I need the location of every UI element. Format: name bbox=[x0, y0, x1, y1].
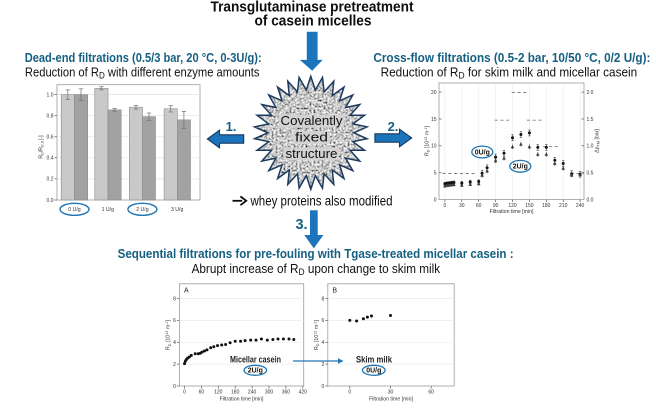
svg-text:ΔpTM [bar]: ΔpTM [bar] bbox=[595, 129, 601, 153]
svg-text:RD/RD,0 [-]: RD/RD,0 [-] bbox=[39, 135, 45, 159]
svg-text:0.5: 0.5 bbox=[587, 171, 594, 177]
svg-text:Reduction of RD with different: Reduction of RD with different enzyme am… bbox=[25, 65, 260, 81]
svg-text:Dead-end filtrations (0.5/3 ba: Dead-end filtrations (0.5/3 bar, 20 °C, … bbox=[25, 51, 262, 65]
svg-text:0.8: 0.8 bbox=[47, 114, 54, 120]
svg-text:8: 8 bbox=[173, 296, 176, 302]
svg-text:0: 0 bbox=[173, 384, 176, 390]
svg-text:B: B bbox=[332, 288, 337, 295]
svg-text:5: 5 bbox=[434, 171, 437, 177]
svg-text:240: 240 bbox=[248, 389, 257, 395]
svg-text:90: 90 bbox=[493, 203, 499, 209]
svg-text:2: 2 bbox=[173, 362, 176, 368]
svg-text:180: 180 bbox=[231, 389, 240, 395]
svg-text:6: 6 bbox=[322, 318, 325, 324]
svg-text:0.2: 0.2 bbox=[47, 177, 54, 183]
svg-text:8: 8 bbox=[322, 296, 325, 302]
svg-text:3.: 3. bbox=[295, 217, 307, 233]
svg-text:300: 300 bbox=[265, 389, 274, 395]
svg-text:of casein micelles: of casein micelles bbox=[255, 13, 372, 30]
svg-text:60: 60 bbox=[476, 203, 482, 209]
svg-text:2U/g: 2U/g bbox=[513, 164, 528, 171]
svg-text:0.4: 0.4 bbox=[47, 156, 54, 162]
svg-text:0: 0 bbox=[434, 197, 437, 203]
svg-text:Micellar casein: Micellar casein bbox=[230, 355, 281, 365]
svg-text:Transglutaminase pretreatment: Transglutaminase pretreatment bbox=[211, 0, 414, 16]
svg-text:RD [1012 m-1]: RD [1012 m-1] bbox=[313, 319, 320, 350]
svg-text:0 U/g: 0 U/g bbox=[68, 207, 81, 213]
svg-text:0U/g: 0U/g bbox=[475, 149, 490, 156]
svg-text:Abrupt increase of RD upon cha: Abrupt increase of RD upon change to ski… bbox=[192, 261, 441, 276]
svg-text:0.0: 0.0 bbox=[587, 197, 594, 203]
svg-text:0: 0 bbox=[322, 384, 325, 390]
svg-text:0.0: 0.0 bbox=[47, 198, 54, 204]
svg-text:360: 360 bbox=[282, 389, 291, 395]
svg-text:Reduction of RD for skim milk: Reduction of RD for skim milk and micell… bbox=[381, 65, 638, 80]
svg-text:30: 30 bbox=[459, 203, 465, 209]
svg-text:4: 4 bbox=[322, 340, 325, 346]
svg-text:120: 120 bbox=[214, 389, 223, 395]
svg-text:Cross-flow filtrations (0.5-2: Cross-flow filtrations (0.5-2 bar, 10/50… bbox=[373, 51, 650, 65]
svg-text:2.0: 2.0 bbox=[587, 90, 594, 96]
svg-text:420: 420 bbox=[299, 389, 308, 395]
svg-text:whey proteins also modified: whey proteins also modified bbox=[250, 194, 393, 209]
svg-text:0: 0 bbox=[444, 203, 447, 209]
svg-text:Filtration time [min]: Filtration time [min] bbox=[490, 209, 534, 215]
svg-text:150: 150 bbox=[525, 203, 534, 209]
svg-text:30: 30 bbox=[388, 389, 394, 395]
svg-text:A: A bbox=[184, 288, 189, 295]
svg-text:15: 15 bbox=[431, 117, 437, 123]
svg-text:0: 0 bbox=[183, 389, 186, 395]
svg-text:4: 4 bbox=[173, 340, 176, 346]
svg-text:60: 60 bbox=[199, 389, 205, 395]
svg-text:10: 10 bbox=[431, 144, 437, 150]
svg-text:60: 60 bbox=[428, 389, 434, 395]
svg-text:180: 180 bbox=[542, 203, 551, 209]
svg-text:fixed: fixed bbox=[295, 130, 328, 145]
svg-text:1.0: 1.0 bbox=[587, 144, 594, 150]
svg-text:0U/g: 0U/g bbox=[366, 368, 381, 375]
svg-text:1.: 1. bbox=[226, 119, 237, 134]
svg-text:2 U/g: 2 U/g bbox=[136, 207, 149, 213]
svg-text:2U/g: 2U/g bbox=[248, 368, 263, 375]
svg-text:1.0: 1.0 bbox=[47, 92, 54, 98]
svg-text:2: 2 bbox=[322, 362, 325, 368]
svg-text:120: 120 bbox=[508, 203, 517, 209]
svg-text:0.6: 0.6 bbox=[47, 135, 54, 141]
svg-text:3 U/g: 3 U/g bbox=[171, 207, 184, 213]
svg-text:1 U/g: 1 U/g bbox=[102, 207, 115, 213]
svg-text:1.5: 1.5 bbox=[587, 117, 594, 123]
svg-text:2.: 2. bbox=[388, 119, 399, 134]
svg-text:240: 240 bbox=[576, 203, 585, 209]
svg-text:210: 210 bbox=[559, 203, 568, 209]
svg-text:structure: structure bbox=[286, 146, 338, 161]
svg-text:6: 6 bbox=[173, 318, 176, 324]
svg-text:Skim milk: Skim milk bbox=[356, 354, 392, 365]
svg-text:Filtration time [min]: Filtration time [min] bbox=[369, 397, 413, 403]
svg-text:Covalently: Covalently bbox=[281, 113, 344, 128]
svg-text:20: 20 bbox=[431, 90, 437, 96]
svg-text:RD [1012 m-1]: RD [1012 m-1] bbox=[165, 319, 172, 350]
svg-text:0: 0 bbox=[348, 389, 351, 395]
svg-text:Filtration time [min]: Filtration time [min] bbox=[220, 397, 264, 403]
svg-text:Sequential filtrations for pre: Sequential filtrations for pre-fouling w… bbox=[118, 247, 514, 261]
svg-text:RD [1012 m-1]: RD [1012 m-1] bbox=[424, 125, 431, 156]
